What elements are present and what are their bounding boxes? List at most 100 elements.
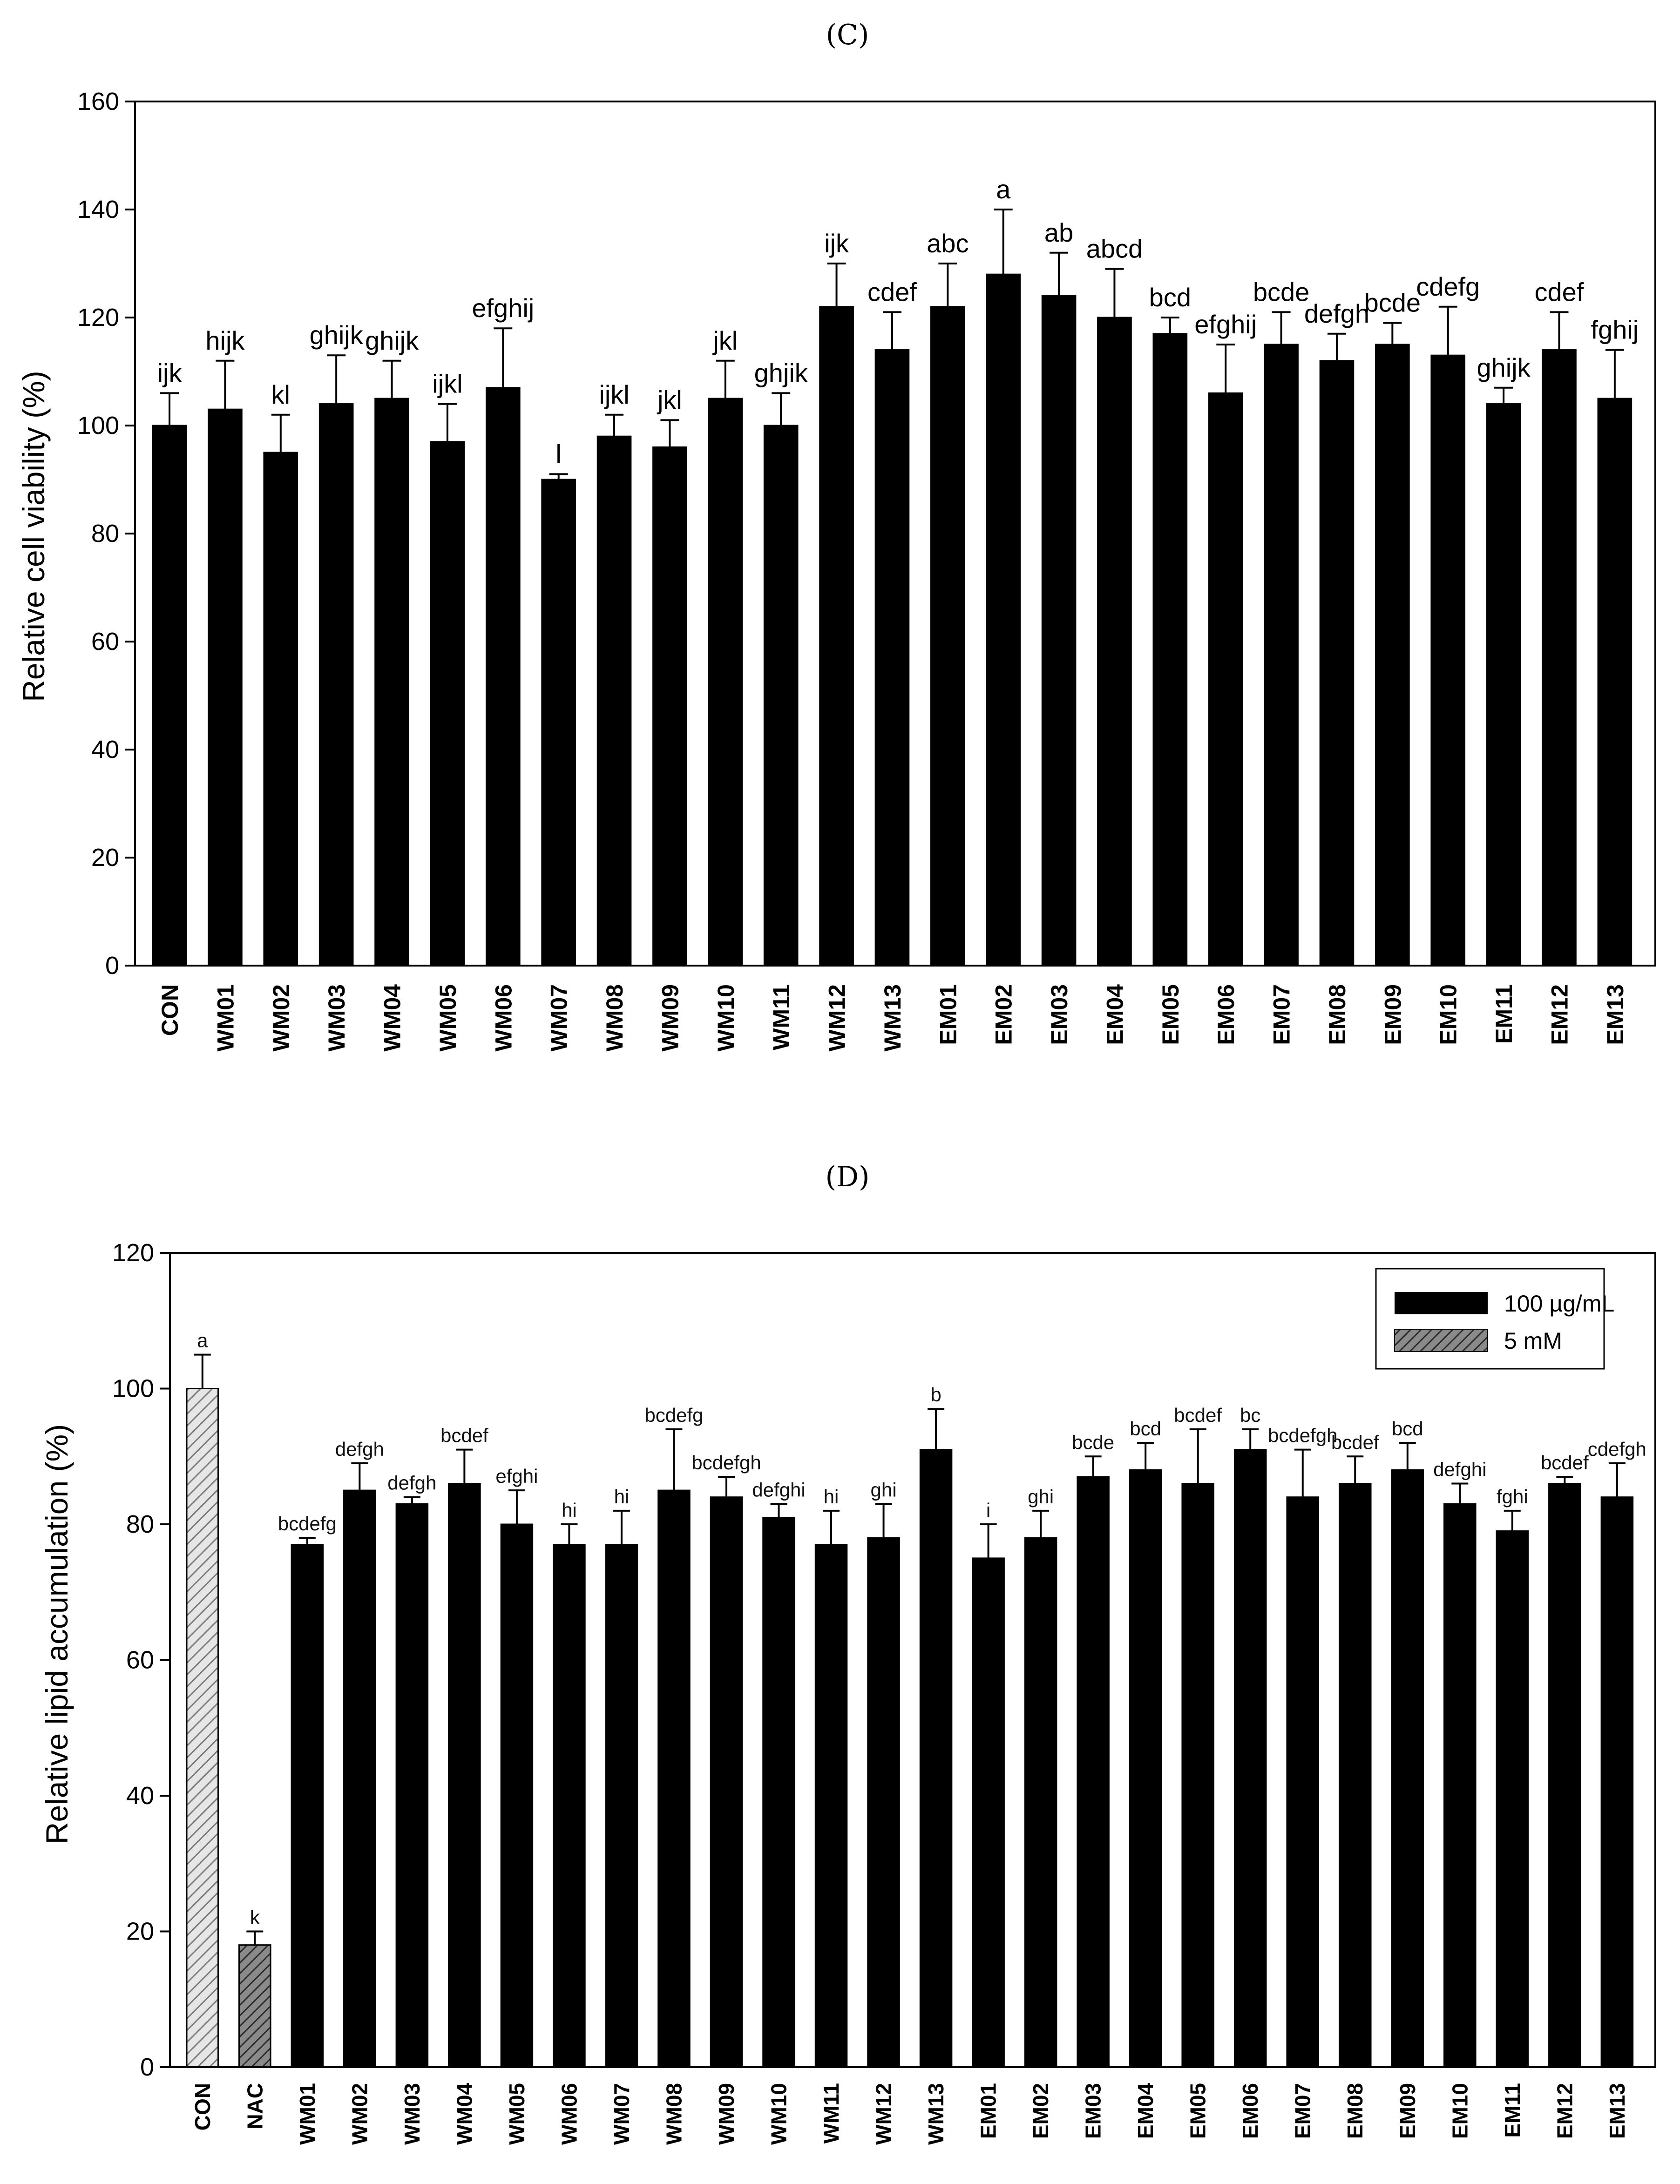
bar bbox=[186, 1388, 219, 2068]
panel-c-error-bars bbox=[160, 209, 1624, 480]
category-label: WM11 bbox=[819, 2083, 843, 2143]
significance-label: ghi bbox=[1028, 1486, 1054, 1508]
category-label: EM12 bbox=[1552, 2083, 1577, 2139]
category-label: EM02 bbox=[991, 984, 1017, 1045]
significance-label: ijkl bbox=[432, 369, 462, 399]
significance-label: bcd bbox=[1149, 283, 1191, 312]
category-label: WM06 bbox=[490, 984, 516, 1051]
category-label: CON bbox=[157, 984, 183, 1036]
bar bbox=[1496, 1530, 1529, 2068]
bar bbox=[1129, 1469, 1162, 2068]
significance-label: ghijk bbox=[365, 326, 419, 355]
y-tick-label: 80 bbox=[126, 1510, 154, 1538]
significance-label: efghij bbox=[472, 293, 534, 323]
category-label: EM03 bbox=[1081, 2083, 1105, 2139]
bar bbox=[263, 452, 298, 967]
category-label: WM01 bbox=[212, 984, 238, 1051]
category-label: EM13 bbox=[1602, 984, 1628, 1045]
significance-label: jkl bbox=[657, 385, 682, 414]
category-label: EM08 bbox=[1343, 2083, 1367, 2139]
category-label: EM01 bbox=[976, 2083, 1001, 2139]
bar bbox=[1233, 1449, 1267, 2068]
panel-d-category-labels: CON NAC WM01 WM02 WM03 WM04 WM05 WM06 WM07 WM08 WM… bbox=[190, 2083, 1629, 2145]
panel-c-category-labels: CON WM01 WM02 WM03 WM04 WM05 WM06 WM07 WM08 WM09 W… bbox=[157, 984, 1628, 1052]
significance-label: bcdefg bbox=[278, 1513, 337, 1535]
significance-label: efghi bbox=[495, 1465, 538, 1487]
category-label: WM08 bbox=[662, 2083, 686, 2145]
bar bbox=[1208, 392, 1243, 967]
bar bbox=[652, 446, 687, 967]
significance-label: kl bbox=[271, 380, 290, 409]
significance-label: ijkl bbox=[599, 380, 629, 409]
category-label: EM10 bbox=[1436, 984, 1462, 1045]
category-label: EM05 bbox=[1158, 984, 1184, 1045]
category-label: WM12 bbox=[824, 984, 850, 1051]
category-label: EM04 bbox=[1133, 2083, 1158, 2139]
panel-c-chart: (C) Relative cell viability (%) 0 20 40 60 8… bbox=[16, 19, 1656, 1052]
y-tick-label: 80 bbox=[91, 520, 119, 548]
bar bbox=[1597, 398, 1633, 967]
significance-label: hi bbox=[562, 1499, 577, 1521]
category-label: WM03 bbox=[400, 2083, 424, 2145]
bar bbox=[1600, 1496, 1634, 2068]
panel-c-y-ticks: 0 20 40 60 80 100 120 140 160 bbox=[77, 88, 135, 980]
significance-label: k bbox=[250, 1907, 260, 1928]
significance-label: defgh bbox=[1304, 299, 1369, 328]
significance-label: hijk bbox=[205, 326, 245, 355]
significance-label: cdefg bbox=[1416, 272, 1480, 301]
significance-label: bcdef bbox=[1541, 1452, 1589, 1474]
category-label: EM09 bbox=[1395, 2083, 1420, 2139]
category-label: EM10 bbox=[1448, 2083, 1472, 2139]
significance-label: hi bbox=[614, 1486, 630, 1508]
bar bbox=[986, 273, 1021, 967]
y-tick-label: 60 bbox=[126, 1646, 154, 1674]
bar bbox=[930, 306, 965, 967]
legend-swatch-hatched bbox=[1394, 1329, 1488, 1352]
significance-label: hi bbox=[824, 1486, 839, 1508]
y-tick-label: 120 bbox=[112, 1239, 154, 1267]
bar bbox=[318, 403, 354, 967]
category-label: WM12 bbox=[872, 2083, 896, 2145]
bar bbox=[1024, 1537, 1057, 2068]
bar bbox=[1264, 344, 1299, 967]
significance-label: fghij bbox=[1591, 315, 1639, 345]
category-label: EM12 bbox=[1546, 984, 1572, 1045]
significance-label: bcdefgh bbox=[1268, 1425, 1337, 1447]
bar bbox=[430, 441, 465, 967]
significance-label: defgh bbox=[387, 1472, 436, 1494]
category-label: WM09 bbox=[714, 2083, 738, 2145]
category-label: EM07 bbox=[1291, 2083, 1315, 2139]
category-label: WM01 bbox=[295, 2083, 319, 2145]
panel-c-title: (C) bbox=[826, 19, 869, 51]
significance-label: defghi bbox=[1433, 1459, 1486, 1481]
panel-d-y-axis-label: Relative lipid accumulation (%) bbox=[40, 1424, 74, 1844]
bar bbox=[605, 1544, 638, 2068]
significance-label: efghij bbox=[1194, 310, 1257, 339]
panel-d-legend: 100 µg/mL 5 mM bbox=[1375, 1268, 1614, 1370]
category-label: WM06 bbox=[557, 2083, 581, 2145]
legend-label-solid: 100 µg/mL bbox=[1504, 1291, 1614, 1317]
significance-label: a bbox=[996, 175, 1011, 204]
bar bbox=[919, 1449, 953, 2068]
bar bbox=[1181, 1483, 1214, 2068]
category-label: WM08 bbox=[602, 984, 628, 1051]
bar bbox=[1319, 360, 1355, 967]
category-label: WM04 bbox=[379, 984, 406, 1052]
bar bbox=[1338, 1483, 1372, 2068]
significance-label: bcde bbox=[1364, 288, 1421, 318]
significance-label: bcd bbox=[1130, 1418, 1161, 1440]
legend-label-hatched: 5 mM bbox=[1504, 1328, 1562, 1354]
significance-label: ijk bbox=[824, 229, 849, 258]
bar bbox=[710, 1496, 743, 2068]
category-label: EM03 bbox=[1046, 984, 1072, 1045]
y-tick-label: 0 bbox=[105, 952, 119, 980]
panel-d-bars bbox=[186, 1388, 1634, 2068]
significance-label: ghi bbox=[871, 1479, 897, 1501]
significance-label: bc bbox=[1240, 1404, 1260, 1426]
panel-d-y-ticks: 0 20 40 60 80 100 120 bbox=[112, 1239, 170, 2081]
category-label: WM13 bbox=[924, 2083, 948, 2145]
bar bbox=[1152, 333, 1188, 967]
bar bbox=[448, 1483, 481, 2068]
bar bbox=[1430, 354, 1466, 967]
